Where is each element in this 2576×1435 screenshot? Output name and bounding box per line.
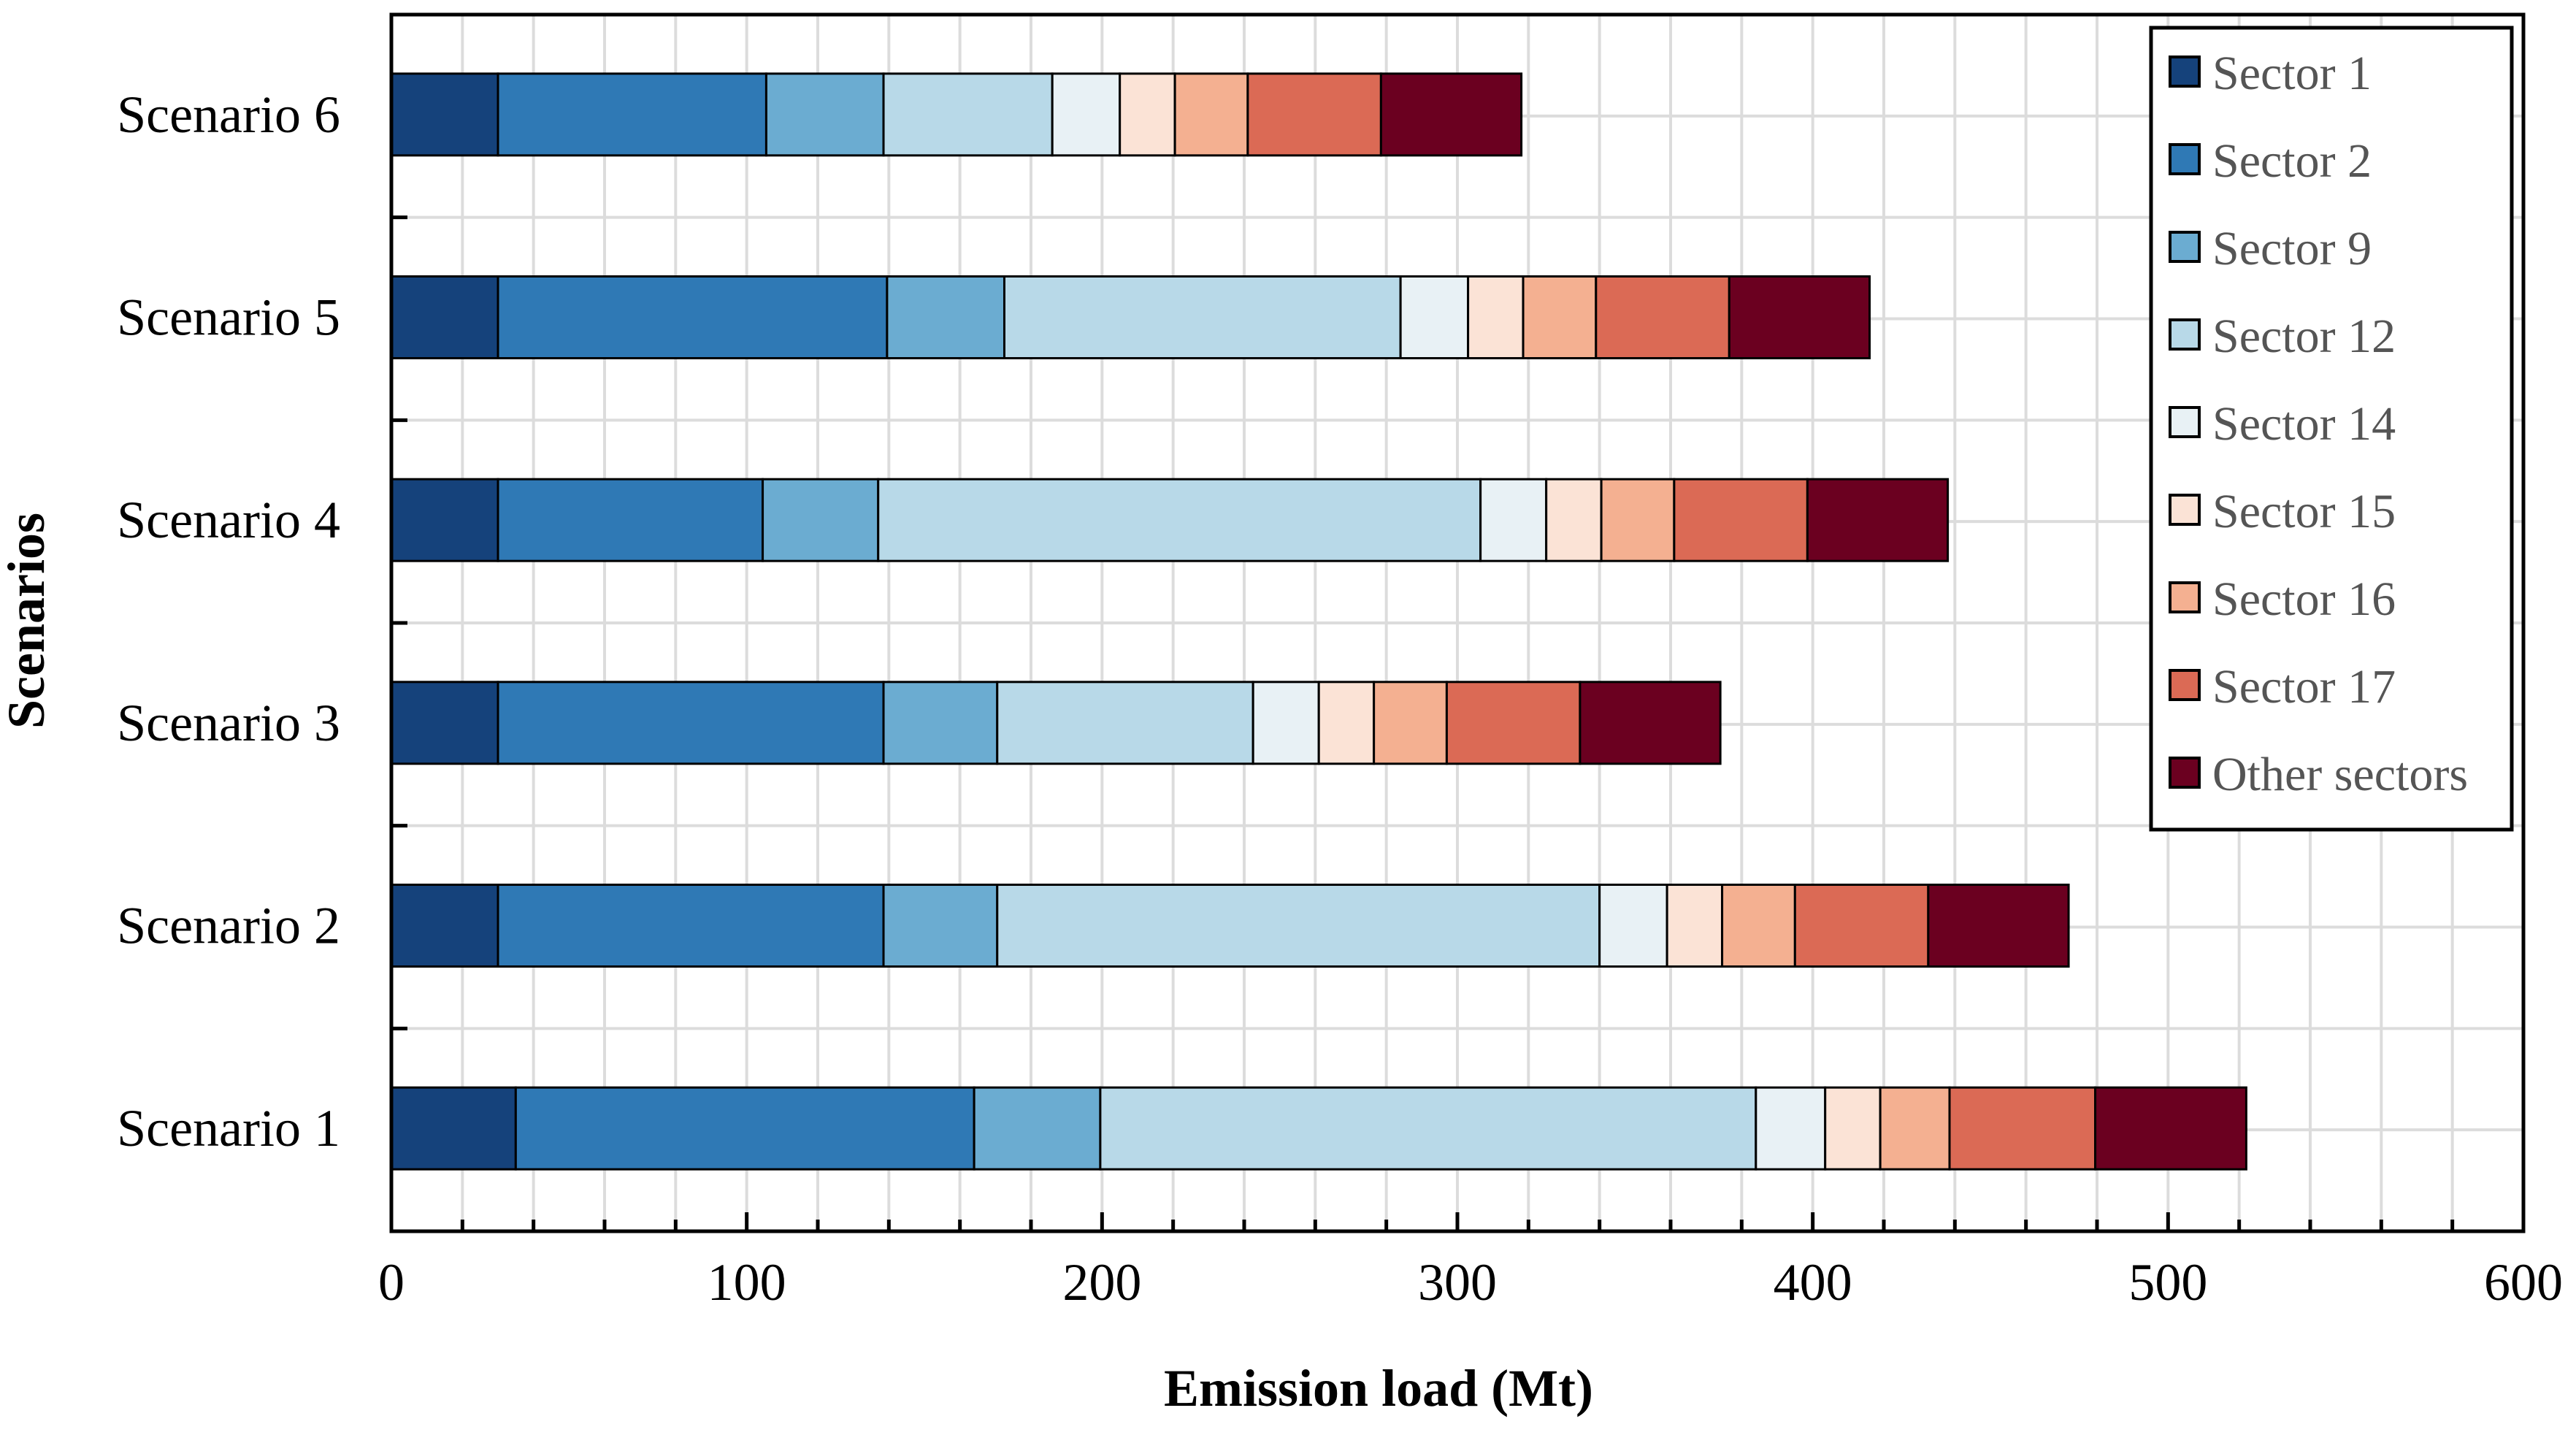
legend-swatch-sector-14	[2169, 406, 2201, 438]
bar-segment-sector-2-scenario-1	[514, 1086, 975, 1171]
bar-segment-sector-9-scenario-6	[764, 72, 885, 157]
bar-segment-sector-14-scenario-3	[1251, 681, 1320, 765]
bar-segment-sector-17-scenario-3	[1445, 681, 1582, 765]
legend-label-sector-1: Sector 1	[2212, 47, 2372, 100]
y-tick-label: Scenario 4	[117, 491, 340, 549]
bar-segment-sector-14-scenario-5	[1399, 275, 1470, 359]
bar-segment-sector-15-scenario-5	[1467, 275, 1525, 359]
x-tick-label: 500	[2128, 1253, 2207, 1312]
bar-segment-sector-1-scenario-5	[390, 275, 499, 359]
bar-segment-sector-15-scenario-2	[1665, 884, 1724, 968]
bar-segment-sector-15-scenario-3	[1317, 681, 1376, 765]
legend-label-other-sectors: Other sectors	[2212, 748, 2468, 801]
bar-segment-sector-14-scenario-2	[1598, 884, 1668, 968]
legend-swatch-sector-12	[2169, 318, 2201, 351]
bar-segment-sector-12-scenario-3	[996, 681, 1254, 765]
bar-segment-sector-2-scenario-4	[497, 478, 764, 562]
bar-segment-sector-1-scenario-6	[390, 72, 499, 157]
bar-segment-sector-12-scenario-1	[1099, 1086, 1757, 1171]
bar-segment-sector-14-scenario-6	[1051, 72, 1122, 157]
legend-swatch-other-sectors	[2169, 757, 2201, 789]
bar-segment-sector-1-scenario-3	[390, 681, 499, 765]
bar-segment-sector-17-scenario-5	[1595, 275, 1730, 359]
bar-segment-sector-1-scenario-1	[390, 1086, 517, 1171]
bar-segment-sector-17-scenario-4	[1673, 478, 1809, 562]
x-tick-label: 600	[2484, 1253, 2563, 1312]
bar-segment-sector-12-scenario-5	[1003, 275, 1402, 359]
bar-segment-sector-16-scenario-1	[1879, 1086, 1951, 1171]
bar-segment-sector-9-scenario-3	[882, 681, 999, 765]
bar-segment-sector-14-scenario-4	[1479, 478, 1548, 562]
bar-segment-sector-1-scenario-4	[390, 478, 499, 562]
legend: Sector 1 Sector 2 Sector 9 Sector 12 Sector …	[2149, 26, 2514, 832]
bar-segment-sector-16-scenario-3	[1373, 681, 1448, 765]
bar-segment-sector-2-scenario-2	[497, 884, 885, 968]
x-tick-label: 300	[1418, 1253, 1497, 1312]
legend-label-sector-12: Sector 12	[2212, 310, 2396, 363]
legend-swatch-sector-1	[2169, 56, 2201, 88]
bar-segment-sector-17-scenario-6	[1246, 72, 1382, 157]
bar-segment-other-sectors-scenario-3	[1579, 681, 1722, 765]
y-tick-label: Scenario 3	[117, 694, 340, 752]
x-tick-label: 400	[1774, 1253, 1852, 1312]
bar-segment-other-sectors-scenario-4	[1806, 478, 1950, 562]
legend-swatch-sector-2	[2169, 143, 2201, 175]
bar-segment-other-sectors-scenario-5	[1728, 275, 1871, 359]
bar-segment-sector-14-scenario-1	[1755, 1086, 1827, 1171]
x-axis-title: Emission load (Mt)	[1164, 1359, 1593, 1417]
bar-segment-sector-9-scenario-1	[973, 1086, 1102, 1171]
legend-label-sector-2: Sector 2	[2212, 134, 2372, 188]
bar-segment-sector-17-scenario-1	[1948, 1086, 2097, 1171]
y-tick-label: Scenario 6	[117, 85, 340, 144]
legend-label-sector-9: Sector 9	[2212, 222, 2372, 275]
bars-layer	[390, 72, 2247, 1171]
bar-segment-sector-2-scenario-5	[497, 275, 889, 359]
legend-label-sector-16: Sector 16	[2212, 573, 2396, 626]
bar-segment-sector-15-scenario-4	[1545, 478, 1603, 562]
y-tick-label: Scenario 5	[117, 288, 340, 347]
y-tick-label: Scenario 1	[117, 1099, 340, 1157]
bar-segment-sector-15-scenario-1	[1824, 1086, 1882, 1171]
legend-swatch-sector-9	[2169, 231, 2201, 263]
legend-label-sector-17: Sector 17	[2212, 660, 2396, 713]
bar-segment-sector-12-scenario-6	[882, 72, 1054, 157]
y-tick-label: Scenario 2	[117, 897, 340, 955]
x-tick-label: 200	[1062, 1253, 1141, 1312]
bar-segment-sector-16-scenario-4	[1600, 478, 1676, 562]
bar-segment-sector-15-scenario-6	[1119, 72, 1176, 157]
bar-segment-other-sectors-scenario-6	[1379, 72, 1523, 157]
x-tick-label: 0	[378, 1253, 405, 1312]
axes-layer: Scenario 1 Scenario 2 Scenario 3 Scenario 4…	[117, 12, 2563, 1312]
legend-box	[2149, 26, 2514, 832]
bar-segment-sector-17-scenario-2	[1793, 884, 1930, 968]
bar-segment-other-sectors-scenario-1	[2094, 1086, 2247, 1171]
bar-segment-sector-2-scenario-6	[497, 72, 767, 157]
bar-segment-sector-12-scenario-2	[996, 884, 1601, 968]
legend-label-sector-14: Sector 14	[2212, 397, 2396, 451]
legend-swatch-sector-16	[2169, 581, 2201, 613]
legend-label-sector-15: Sector 15	[2212, 485, 2396, 538]
bar-segment-sector-16-scenario-5	[1522, 275, 1598, 359]
bar-segment-sector-9-scenario-2	[882, 884, 999, 968]
bar-segment-other-sectors-scenario-2	[1927, 884, 2070, 968]
x-tick-label: 100	[708, 1253, 786, 1312]
y-axis-title: Scenarios	[0, 513, 55, 729]
bar-segment-sector-9-scenario-4	[762, 478, 880, 562]
bar-segment-sector-16-scenario-6	[1173, 72, 1249, 157]
bar-segment-sector-1-scenario-2	[390, 884, 499, 968]
legend-swatch-sector-15	[2169, 494, 2201, 526]
bar-segment-sector-12-scenario-4	[877, 478, 1482, 562]
bar-segment-sector-2-scenario-3	[497, 681, 885, 765]
bar-segment-sector-9-scenario-5	[886, 275, 1006, 359]
legend-swatch-sector-17	[2169, 669, 2201, 701]
bar-segment-sector-16-scenario-2	[1721, 884, 1796, 968]
